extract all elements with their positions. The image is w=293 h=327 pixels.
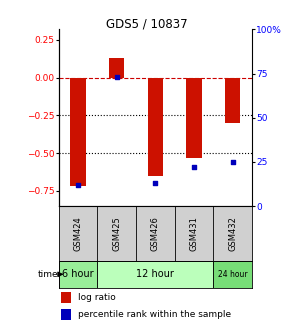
Text: GSM431: GSM431: [190, 216, 198, 251]
Text: GSM425: GSM425: [112, 216, 121, 251]
Bar: [186, 78, 202, 158]
Bar: [70, 78, 86, 186]
Bar: [148, 78, 163, 176]
Point: [76, 182, 80, 187]
Text: 24 hour: 24 hour: [218, 270, 248, 279]
Bar: [109, 58, 124, 78]
Bar: [61, 292, 71, 303]
Text: time: time: [38, 270, 59, 279]
Bar: [225, 78, 240, 123]
Text: GSM426: GSM426: [151, 216, 160, 251]
Point: [153, 181, 158, 186]
Text: 6 hour: 6 hour: [62, 269, 94, 279]
Bar: [59, 261, 97, 288]
Text: GSM432: GSM432: [228, 216, 237, 251]
Text: log ratio: log ratio: [78, 293, 116, 302]
Bar: [61, 309, 71, 320]
Point: [192, 164, 196, 170]
Bar: [97, 261, 213, 288]
Text: GDS5 / 10837: GDS5 / 10837: [106, 18, 187, 31]
Text: 12 hour: 12 hour: [136, 269, 174, 279]
Text: GSM424: GSM424: [74, 216, 82, 251]
Bar: [213, 261, 252, 288]
Point: [230, 159, 235, 164]
Point: [114, 75, 119, 80]
Text: percentile rank within the sample: percentile rank within the sample: [78, 310, 231, 319]
